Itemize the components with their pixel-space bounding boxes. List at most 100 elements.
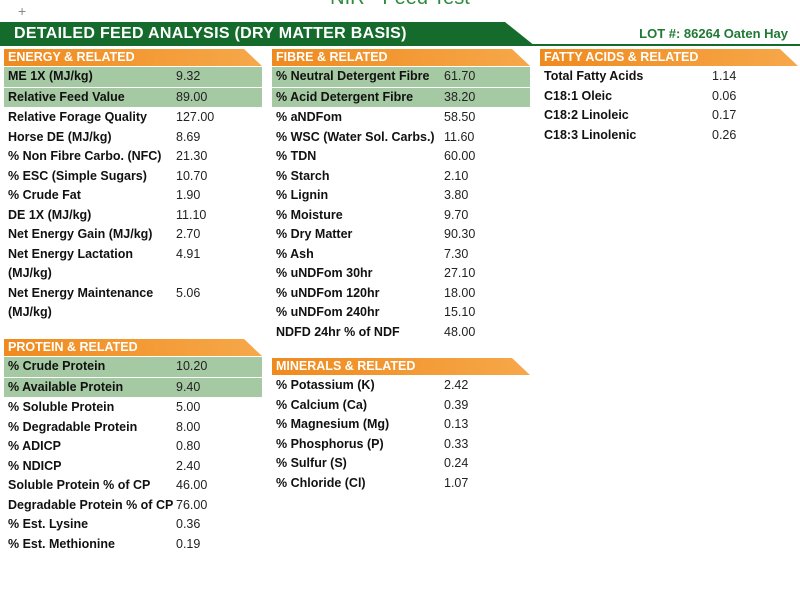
- row-value: 8.00: [176, 419, 201, 434]
- row-value: 61.70: [444, 69, 476, 83]
- row-label: % Non Fibre Carbo. (NFC): [8, 149, 162, 163]
- table-row: C18:1 Oleic 0.06: [540, 87, 798, 107]
- row-value: 18.00: [444, 285, 476, 300]
- row-label: % ESC (Simple Sugars): [8, 168, 147, 183]
- table-row: Total Fatty Acids 1.14: [540, 67, 798, 87]
- section: FIBRE & RELATED% Neutral Detergent Fibre…: [272, 49, 530, 342]
- table-row: % Crude Fat 1.90: [4, 186, 262, 206]
- table-row: % Magnesium (Mg) 0.13: [272, 415, 530, 435]
- table-row: % uNDFom 240hr 15.10: [272, 303, 530, 323]
- table-row: Relative Feed Value 89.00: [4, 87, 262, 107]
- row-value: 10.20: [176, 359, 208, 373]
- row-value: 0.80: [176, 439, 201, 453]
- row-value: 11.60: [444, 129, 475, 144]
- table-row: % TDN 60.00: [272, 147, 530, 167]
- row-value: 0.26: [712, 127, 737, 142]
- row-value: 0.33: [444, 436, 469, 451]
- table-row: % Soluble Protein 5.00: [4, 398, 262, 418]
- row-value: 0.39: [444, 397, 469, 412]
- table-row: % Chloride (Cl) 1.07: [272, 474, 530, 494]
- row-value: 0.13: [444, 417, 469, 431]
- row-value: 8.69: [176, 129, 201, 144]
- row-label: Net Energy Maintenance (MJ/kg): [8, 285, 154, 320]
- row-value: 58.50: [444, 110, 476, 124]
- table-row: Horse DE (MJ/kg) 8.69: [4, 128, 262, 148]
- table-row: % Neutral Detergent Fibre 61.70: [272, 67, 530, 87]
- row-value: 127.00: [176, 110, 215, 124]
- table-row: % Crude Protein 10.20: [4, 357, 262, 377]
- section: ENERGY & RELATED ME 1X (MJ/kg) 9.32 Relativ…: [4, 49, 262, 323]
- section: MINERALS & RELATED % Potassium (K) 2.42 % C…: [272, 358, 530, 493]
- document-title: NIR - Feed Test: [0, 0, 800, 10]
- section-header: FATTY ACIDS & RELATED: [540, 49, 798, 66]
- table-row: % Est. Lysine 0.36: [4, 515, 262, 535]
- banner-line: [530, 44, 800, 46]
- row-label: % Magnesium (Mg): [276, 417, 390, 431]
- row-label: % NDICP: [8, 458, 62, 473]
- row-label: % Chloride (Cl): [276, 475, 366, 490]
- table-row: % aNDFom 58.50: [272, 108, 530, 128]
- table-row: % ESC (Simple Sugars) 10.70: [4, 167, 262, 187]
- row-label: Total Fatty Acids: [544, 69, 644, 83]
- row-value: 2.40: [176, 458, 201, 473]
- row-label: % ADICP: [8, 439, 62, 453]
- row-label: % Calcium (Ca): [276, 397, 367, 412]
- row-label: C18:1 Oleic: [544, 88, 613, 103]
- row-value: 2.70: [176, 227, 201, 241]
- row-label: % uNDFom 240hr: [276, 305, 380, 319]
- table-row: % Ash 7.30: [272, 245, 530, 265]
- table-row: DE 1X (MJ/kg) 11.10: [4, 206, 262, 226]
- table-row: ME 1X (MJ/kg) 9.32: [4, 67, 262, 87]
- row-value: 5.00: [176, 400, 201, 414]
- table-row: % Dry Matter 90.30: [272, 225, 530, 245]
- row-label: Net Energy Gain (MJ/kg): [8, 227, 153, 241]
- row-value: 11.10: [176, 207, 207, 222]
- row-value: 15.10: [444, 305, 476, 319]
- row-value: 9.32: [176, 69, 201, 83]
- table-row: % Est. Methionine 0.19: [4, 535, 262, 555]
- row-label: Net Energy Lactation (MJ/kg): [8, 246, 134, 281]
- row-label: % uNDFom 30hr: [276, 266, 373, 280]
- row-value: 0.24: [444, 456, 469, 470]
- banner-title: DETAILED FEED ANALYSIS (DRY MATTER BASIS…: [14, 25, 407, 42]
- table-row: Net Energy Gain (MJ/kg) 2.70: [4, 225, 262, 245]
- table-row: % uNDFom 120hr 18.00: [272, 284, 530, 304]
- section-header: FIBRE & RELATED: [272, 49, 530, 66]
- row-value: 1.90: [176, 188, 201, 202]
- table-row: % Degradable Protein 8.00: [4, 418, 262, 438]
- row-value: 48.00: [444, 324, 476, 339]
- row-value: 9.70: [444, 207, 469, 222]
- row-label: Horse DE (MJ/kg): [8, 129, 112, 144]
- row-value: 27.10: [444, 266, 476, 280]
- table-row: Relative Forage Quality 127.00: [4, 108, 262, 128]
- row-label: % Lignin: [276, 188, 329, 202]
- table-row: % Non Fibre Carbo. (NFC) 21.30: [4, 147, 262, 167]
- row-value: 90.30: [444, 227, 476, 241]
- table-row: % Starch 2.10: [272, 167, 530, 187]
- section: FATTY ACIDS & RELATED Total Fatty Acids 1.…: [540, 49, 798, 145]
- table-row: % ADICP 0.80: [4, 437, 262, 457]
- row-label: Degradable Protein % of CP: [8, 497, 174, 512]
- row-label: % Est. Lysine: [8, 517, 89, 531]
- row-value: 21.30: [176, 149, 208, 163]
- row-value: 7.30: [444, 246, 469, 261]
- table-row: % Potassium (K) 2.42: [272, 376, 530, 396]
- row-value: 60.00: [444, 149, 476, 163]
- row-label: ME 1X (MJ/kg): [8, 69, 93, 83]
- section-header: PROTEIN & RELATED: [4, 339, 262, 356]
- table-row: Degradable Protein % of CP 76.00: [4, 496, 262, 516]
- row-label: % Potassium (K): [276, 378, 375, 392]
- row-label: % Soluble Protein: [8, 400, 115, 414]
- row-label: % Starch: [276, 168, 330, 183]
- table-row: % NDICP 2.40: [4, 457, 262, 477]
- row-label: % TDN: [276, 149, 317, 163]
- table-row: % Available Protein 9.40: [4, 377, 262, 397]
- row-label: % WSC (Water Sol. Carbs.): [276, 129, 435, 144]
- row-value: 38.20: [444, 89, 476, 104]
- table-row: % WSC (Water Sol. Carbs.) 11.60: [272, 128, 530, 148]
- row-value: 3.80: [444, 188, 469, 202]
- section-header: MINERALS & RELATED: [272, 358, 530, 375]
- row-value: 46.00: [176, 478, 208, 492]
- row-value: 1.07: [444, 475, 469, 490]
